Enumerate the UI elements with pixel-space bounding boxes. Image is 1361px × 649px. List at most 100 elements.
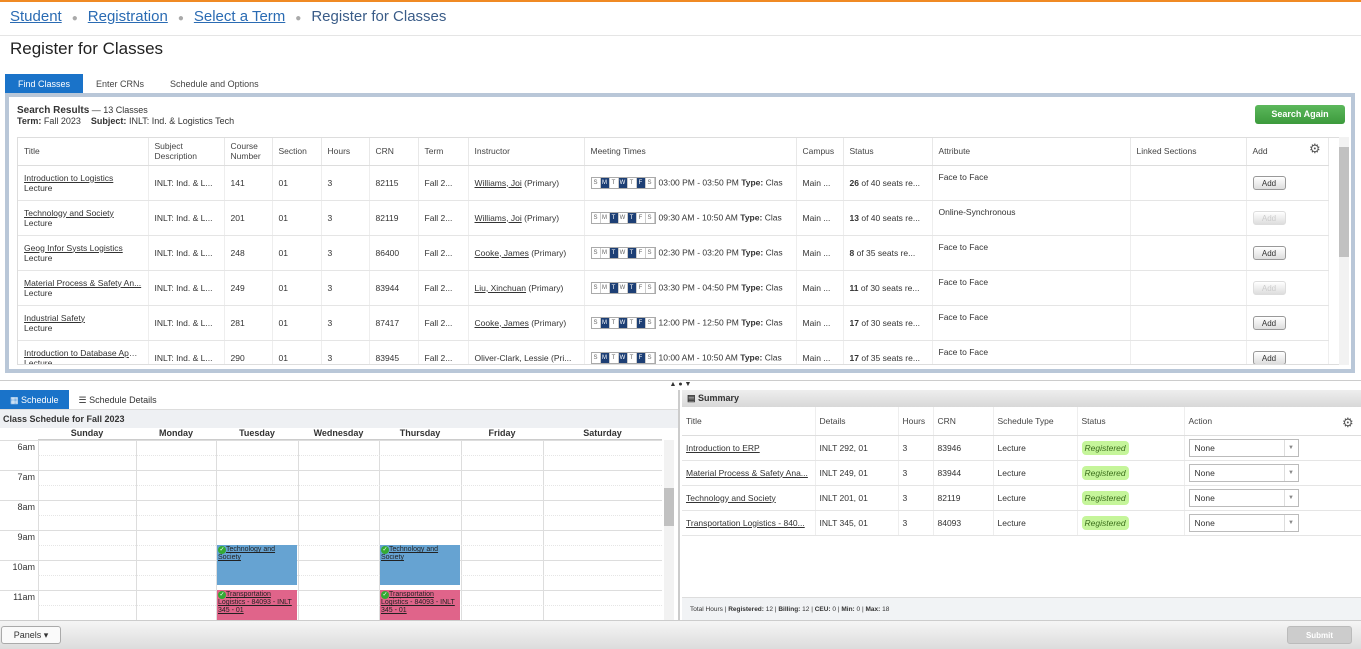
tab-enter-crns[interactable]: Enter CRNs <box>96 79 145 89</box>
day-6: S <box>646 352 655 363</box>
meeting-type: Clas <box>765 246 783 257</box>
instructor-link[interactable]: Liu, Xinchuan <box>474 282 527 293</box>
course-title-link[interactable]: Introduction to Database Appl... <box>24 347 143 358</box>
column-header[interactable]: Add <box>1246 138 1329 166</box>
column-header[interactable]: Course Number <box>224 138 273 166</box>
day-header-saturday: Saturday <box>543 428 662 440</box>
separator: ● <box>71 13 78 24</box>
meeting-times-cell: S M T W T F S 12:00 PM - 12:50 PM Type: Clas <box>584 305 797 341</box>
table-row: Material Process & Safety An... Lecture IN… <box>18 270 1329 306</box>
status-cell: 17 of 30 seats re... <box>843 305 933 341</box>
column-header[interactable]: Instructor <box>468 138 585 166</box>
instructor-link[interactable]: Williams, Joi <box>474 212 522 223</box>
type-label: Type: <box>741 246 764 257</box>
panels-button[interactable]: Panels ▾ <box>1 626 61 644</box>
breadcrumb-registration[interactable]: Registration <box>87 8 168 25</box>
tab-find-classes[interactable]: Find Classes <box>5 74 84 93</box>
course-title-link[interactable]: Technology and Society <box>686 492 776 503</box>
hours-cell: 3 <box>898 460 934 486</box>
column-header[interactable]: Campus <box>796 138 844 166</box>
calendar-event[interactable]: ✓Transportation Logistics - 84093 - INLT… <box>217 590 297 620</box>
summary-column-header: Title <box>682 407 816 436</box>
panel-splitter[interactable]: ▲ ● ▼ <box>0 380 1361 388</box>
meeting-type: Clas <box>764 211 782 222</box>
results-scrollbar[interactable] <box>1339 137 1349 365</box>
table-row: Industrial Safety Lecture INLT: Ind. & L..… <box>18 305 1329 341</box>
breadcrumb-select-term[interactable]: Select a Term <box>193 8 286 25</box>
tab-schedule-options[interactable]: Schedule and Options <box>170 79 259 89</box>
course-title-link[interactable]: Material Process & Safety Ana... <box>686 467 808 478</box>
column-header[interactable]: Status <box>843 138 933 166</box>
gear-icon[interactable]: ⚙ <box>1342 415 1354 430</box>
add-button[interactable]: Add <box>1252 175 1286 190</box>
event-label: Technology and Society <box>218 546 276 561</box>
column-header[interactable]: Term <box>418 138 469 166</box>
min-label: Min: <box>841 606 855 613</box>
day-1: M <box>601 247 610 258</box>
action-select[interactable]: None ▼ <box>1188 438 1299 457</box>
action-value: None <box>1194 517 1215 528</box>
summary-row: Introduction to ERP INLT 292, 01 3 83946 Lec… <box>682 435 1361 461</box>
status-cell: 11 of 30 seats re... <box>843 270 933 306</box>
submit-button[interactable]: Submit <box>1287 626 1352 644</box>
subject-cell: INLT: Ind. & L... <box>148 270 225 306</box>
instructor-link[interactable]: Williams, Joi <box>474 177 522 188</box>
calendar-scrollbar[interactable] <box>664 440 674 620</box>
search-again-button[interactable]: Search Again <box>1255 105 1345 124</box>
column-header[interactable]: Hours <box>321 138 370 166</box>
column-header[interactable]: Linked Sections <box>1130 138 1247 166</box>
course-title-link[interactable]: Introduction to Logistics <box>24 172 114 183</box>
check-icon: ✓ <box>218 591 226 599</box>
time-label: 11am <box>13 592 35 602</box>
title-cell: Industrial Safety Lecture <box>18 305 149 341</box>
add-cell: Add <box>1246 340 1329 364</box>
column-header[interactable]: Title <box>18 138 149 166</box>
instructor-link[interactable]: Cooke, James <box>474 247 529 258</box>
subject-cell: INLT: Ind. & L... <box>148 305 225 341</box>
action-select[interactable]: None ▼ <box>1188 463 1299 482</box>
instructor-link[interactable]: Cooke, James <box>474 317 529 328</box>
day-header-monday: Monday <box>136 428 216 440</box>
course-title-link[interactable]: Technology and Society <box>24 207 114 218</box>
tab-schedule[interactable]: ▦ Schedule <box>0 390 69 409</box>
hour-line <box>0 440 662 441</box>
subject-cell: INLT: Ind. & L... <box>148 165 225 201</box>
column-header[interactable]: Section <box>272 138 322 166</box>
search-results-panel: Search Results — 13 Classes Term: Fall 2… <box>5 93 1355 373</box>
course-title-link[interactable]: Introduction to ERP <box>686 442 760 453</box>
title-cell: Material Process & Safety An... Lecture <box>18 270 149 306</box>
attribute-cell: Face to Face <box>932 305 1131 341</box>
breadcrumb-student[interactable]: Student <box>10 8 62 25</box>
day-2: T <box>610 317 619 328</box>
seats-text: of 30 seats re... <box>861 317 920 328</box>
meeting-time: 03:30 PM - 04:50 PM <box>658 281 739 292</box>
day-4: T <box>628 177 637 188</box>
event-label: Transportation Logistics - 84093 - INLT … <box>381 591 455 614</box>
calendar-event[interactable]: ✓Technology and Society <box>217 545 297 585</box>
course-title-link[interactable]: Geog Infor Systs Logistics <box>24 242 123 253</box>
crn-cell: 83945 <box>369 340 419 364</box>
gear-icon[interactable]: ⚙ <box>1309 141 1321 156</box>
calendar-event[interactable]: ✓Transportation Logistics - 84093 - INLT… <box>380 590 460 620</box>
course-title-link[interactable]: Transportation Logistics - 840... <box>686 517 805 528</box>
add-button[interactable]: Add <box>1252 245 1286 260</box>
action-select[interactable]: None ▼ <box>1188 513 1299 532</box>
course-cell: 249 <box>224 270 273 306</box>
course-title-link[interactable]: Material Process & Safety An... <box>24 277 142 288</box>
hours-cell: 3 <box>898 510 934 536</box>
subject-cell: INLT: Ind. & L... <box>148 235 225 271</box>
title-cell: Technology and Society Lecture <box>18 200 149 236</box>
column-header[interactable]: Attribute <box>932 138 1131 166</box>
add-button[interactable]: Add <box>1252 315 1286 330</box>
action-select[interactable]: None ▼ <box>1188 488 1299 507</box>
column-header[interactable]: Meeting Times <box>584 138 797 166</box>
course-title-link[interactable]: Industrial Safety <box>24 312 85 323</box>
column-header[interactable]: Subject Description <box>148 138 225 166</box>
tab-schedule-details[interactable]: ☰ Schedule Details <box>69 390 167 409</box>
summary-panel: ▤ Summary Title Details Hours CRN Schedule T… <box>682 390 1361 620</box>
calendar-event[interactable]: ✓Technology and Society <box>380 545 460 585</box>
instructor-link: Oliver-Clark, Lessie (Pri... <box>474 352 572 363</box>
column-header[interactable]: CRN <box>369 138 419 166</box>
add-button[interactable]: Add <box>1252 350 1286 364</box>
